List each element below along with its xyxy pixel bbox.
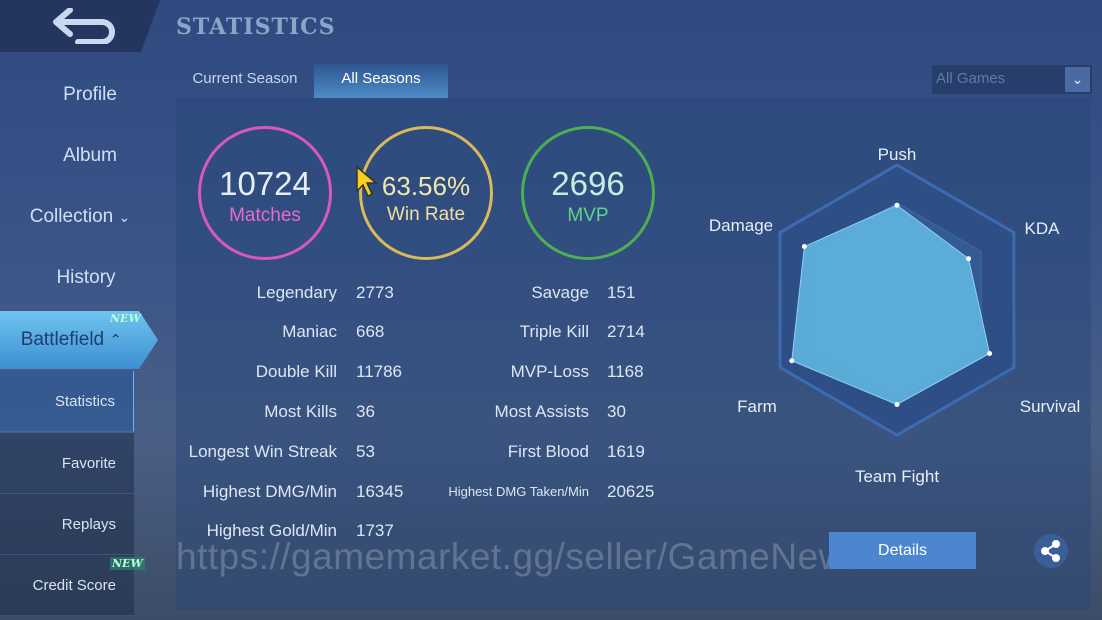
radar-point-kda [966, 256, 972, 262]
radar-point-push [894, 202, 900, 208]
mvp-label: MVP [567, 205, 609, 226]
radar-axis-label: Push [878, 145, 917, 164]
radar-axis-label: Team Fight [855, 467, 939, 486]
stat-value: 2773 [356, 283, 394, 302]
new-badge: NEW [110, 312, 141, 325]
tab-current-season[interactable]: Current Season [192, 70, 298, 87]
matches-circle: 10724 Matches [198, 126, 332, 260]
stat-value: 30 [607, 402, 626, 421]
radar-point-damage [801, 244, 807, 250]
sidebar-subitem-favorite[interactable]: Favorite [0, 433, 134, 494]
stat-label: Longest Win Streak [188, 442, 337, 461]
tab-all-seasons[interactable]: All Seasons [314, 64, 448, 98]
stat-value: 151 [607, 283, 636, 302]
back-button[interactable] [0, 0, 160, 52]
stat-label: Triple Kill [519, 322, 589, 341]
game-filter-select[interactable]: All Games ⌄ [932, 65, 1092, 94]
radar-axis-label: KDA [1025, 219, 1061, 238]
back-arrow-icon [53, 8, 115, 44]
share-icon [1041, 540, 1060, 562]
stat-value: 36 [356, 402, 375, 421]
stat-value: 1619 [607, 442, 645, 461]
stat-value: 668 [356, 322, 385, 341]
radar-chart: Push KDA Survival Team Fight Farm Damage [709, 145, 1080, 486]
battlefield-label: Battlefield [20, 329, 105, 350]
stat-label: Highest DMG/Min [202, 482, 337, 501]
stat-value: 53 [356, 442, 375, 461]
collection-label: Collection [29, 206, 114, 227]
page-title: STATISTICS [176, 14, 336, 40]
cursor-icon [356, 165, 379, 198]
stat-value: 1168 [607, 362, 644, 381]
watermark: https://gamemarket.gg/seller/GameNews [176, 536, 865, 577]
stat-value: 2714 [607, 322, 645, 341]
sidebar-item-album[interactable]: Album [63, 145, 117, 166]
radar-point-team-fight [894, 401, 900, 407]
mvp-value: 2696 [551, 165, 625, 202]
stat-label: First Blood [507, 442, 589, 461]
stat-label: Highest Gold/Min [206, 521, 337, 540]
stat-label: Most Kills [264, 402, 337, 421]
sidebar-subitem-replays[interactable]: Replays [0, 494, 134, 555]
winrate-value: 63.56% [381, 171, 471, 201]
new-badge: NEW [110, 557, 145, 570]
stat-value: 1737 [356, 521, 394, 540]
share-button[interactable] [1034, 534, 1068, 568]
chevron-down-icon: ⌄ [1065, 67, 1090, 92]
stat-label: Savage [531, 283, 589, 302]
stat-label: Maniac [282, 322, 337, 341]
stat-label: Legendary [256, 283, 337, 302]
sidebar-item-collection[interactable]: Collection ⌄ [0, 206, 170, 228]
sidebar-item-history[interactable]: History [56, 267, 116, 288]
chevron-up-icon: ⌃ [109, 332, 122, 349]
sidebar-item-battlefield[interactable]: Battlefield ⌃ [0, 311, 158, 369]
stat-label: MVP-Loss [510, 362, 589, 381]
chevron-down-icon: ⌄ [118, 209, 131, 225]
filter-value: All Games [936, 70, 1006, 87]
stat-value: 20625 [607, 482, 655, 501]
radar-axis-label: Survival [1020, 397, 1080, 416]
sidebar-item-profile[interactable]: Profile [63, 84, 117, 105]
radar-axis-label: Farm [737, 397, 777, 416]
matches-label: Matches [229, 205, 301, 226]
radar-point-survival [987, 350, 993, 356]
radar-point-farm [789, 358, 795, 364]
stat-value: 16345 [356, 482, 404, 501]
sidebar-subitem-statistics[interactable]: Statistics [0, 371, 134, 432]
details-button[interactable]: Details [829, 532, 976, 569]
radar-axis-label: Damage [709, 216, 773, 235]
winrate-label: Win Rate [386, 204, 466, 225]
stat-value: 11786 [356, 362, 403, 381]
mvp-circle: 2696 MVP [521, 126, 655, 260]
matches-value: 10724 [219, 165, 311, 202]
winrate-circle: 63.56% Win Rate [359, 126, 493, 260]
stat-label: Most Assists [494, 402, 589, 421]
stat-label: Highest DMG Taken/Min [448, 484, 589, 499]
stat-label: Double Kill [255, 362, 337, 381]
